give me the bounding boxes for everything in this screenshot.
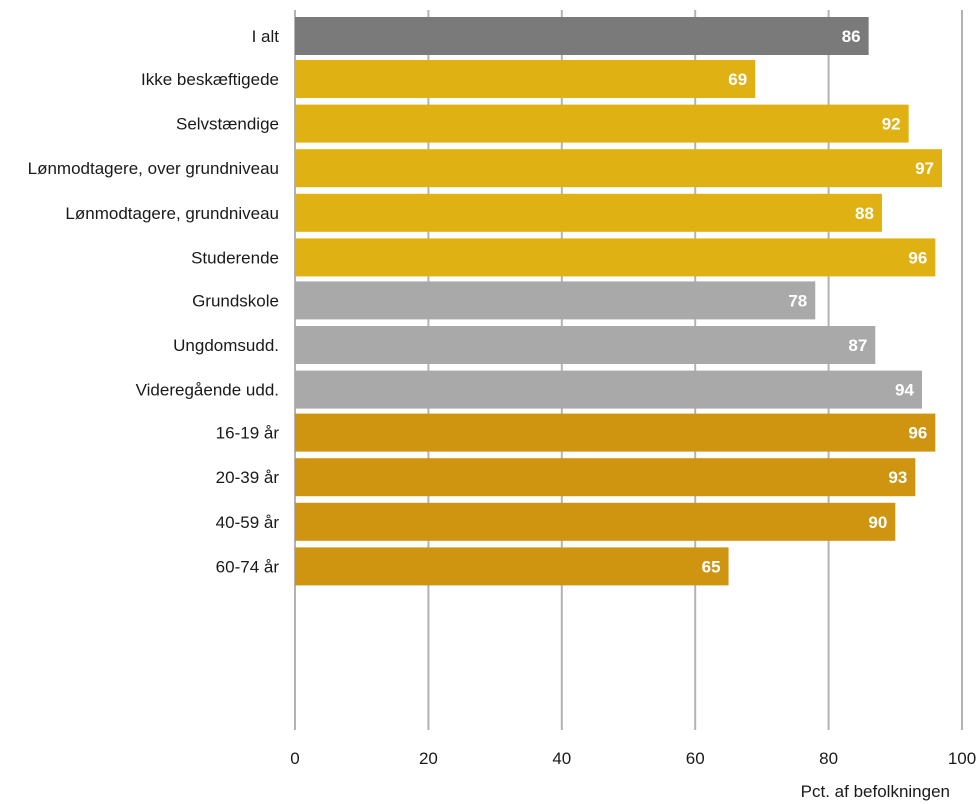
category-label: Videregående udd. (136, 381, 279, 400)
bar-i-alt (295, 17, 869, 55)
x-tick-label-60: 60 (686, 749, 705, 768)
bar-40-59-år (295, 502, 896, 541)
value-label: 65 (702, 557, 721, 576)
value-label: 90 (868, 513, 887, 532)
value-label: 92 (882, 115, 901, 134)
value-label: 94 (895, 381, 914, 400)
x-axis-title: Pct. af befolkningen (801, 782, 950, 801)
value-label: 96 (908, 424, 927, 443)
x-tick-label-40: 40 (552, 749, 571, 768)
value-label: 93 (888, 468, 907, 487)
category-labels: I alt Ikke beskæftigede Selvstændige Lønmod… (28, 27, 280, 576)
x-tick-label-20: 20 (419, 749, 438, 768)
bar-grundskole (295, 281, 816, 320)
category-label: Ungdomsudd. (173, 336, 279, 355)
category-label: Selvstændige (176, 115, 279, 134)
bar-ikke-beskæftigede (295, 60, 756, 98)
value-label: 87 (848, 336, 867, 355)
category-label: Ikke beskæftigede (141, 70, 279, 89)
category-label: Grundskole (192, 291, 279, 310)
bar-selvstændige (295, 104, 909, 143)
x-tick-labels: 0 20 40 60 80 100 (290, 749, 976, 768)
bar-16-19-år (295, 413, 936, 452)
x-tick-label-100: 100 (948, 749, 976, 768)
category-label: 20-39 år (216, 468, 280, 487)
bars-group (295, 17, 942, 586)
value-label: 78 (788, 291, 807, 310)
value-label: 88 (855, 204, 874, 223)
x-tick-label-0: 0 (290, 749, 299, 768)
category-label: 40-59 år (216, 513, 280, 532)
category-label: Lønmodtagere, over grundniveau (28, 159, 279, 178)
bar-60-74-år (295, 547, 729, 586)
bar-lønmodtagere-over-grundniveau (295, 149, 942, 188)
bar-20-39-år (295, 458, 916, 497)
x-tick-label-80: 80 (819, 749, 838, 768)
value-label: 97 (915, 159, 934, 178)
category-label: 60-74 år (216, 557, 280, 576)
category-label: I alt (252, 27, 280, 46)
bar-lønmodtagere-grundniveau (295, 193, 882, 232)
value-label: 96 (908, 248, 927, 267)
category-label: Studerende (191, 248, 279, 267)
bar-ungdomsudd- (295, 326, 876, 364)
category-label: 16-19 år (216, 424, 280, 443)
bar-videregående-udd- (295, 370, 922, 409)
value-label: 69 (728, 70, 747, 89)
value-labels: 86 69 92 97 88 96 78 87 94 96 93 90 65 (702, 27, 934, 576)
value-label: 86 (842, 27, 861, 46)
bar-studerende (295, 238, 936, 277)
category-label: Lønmodtagere, grundniveau (65, 204, 279, 223)
